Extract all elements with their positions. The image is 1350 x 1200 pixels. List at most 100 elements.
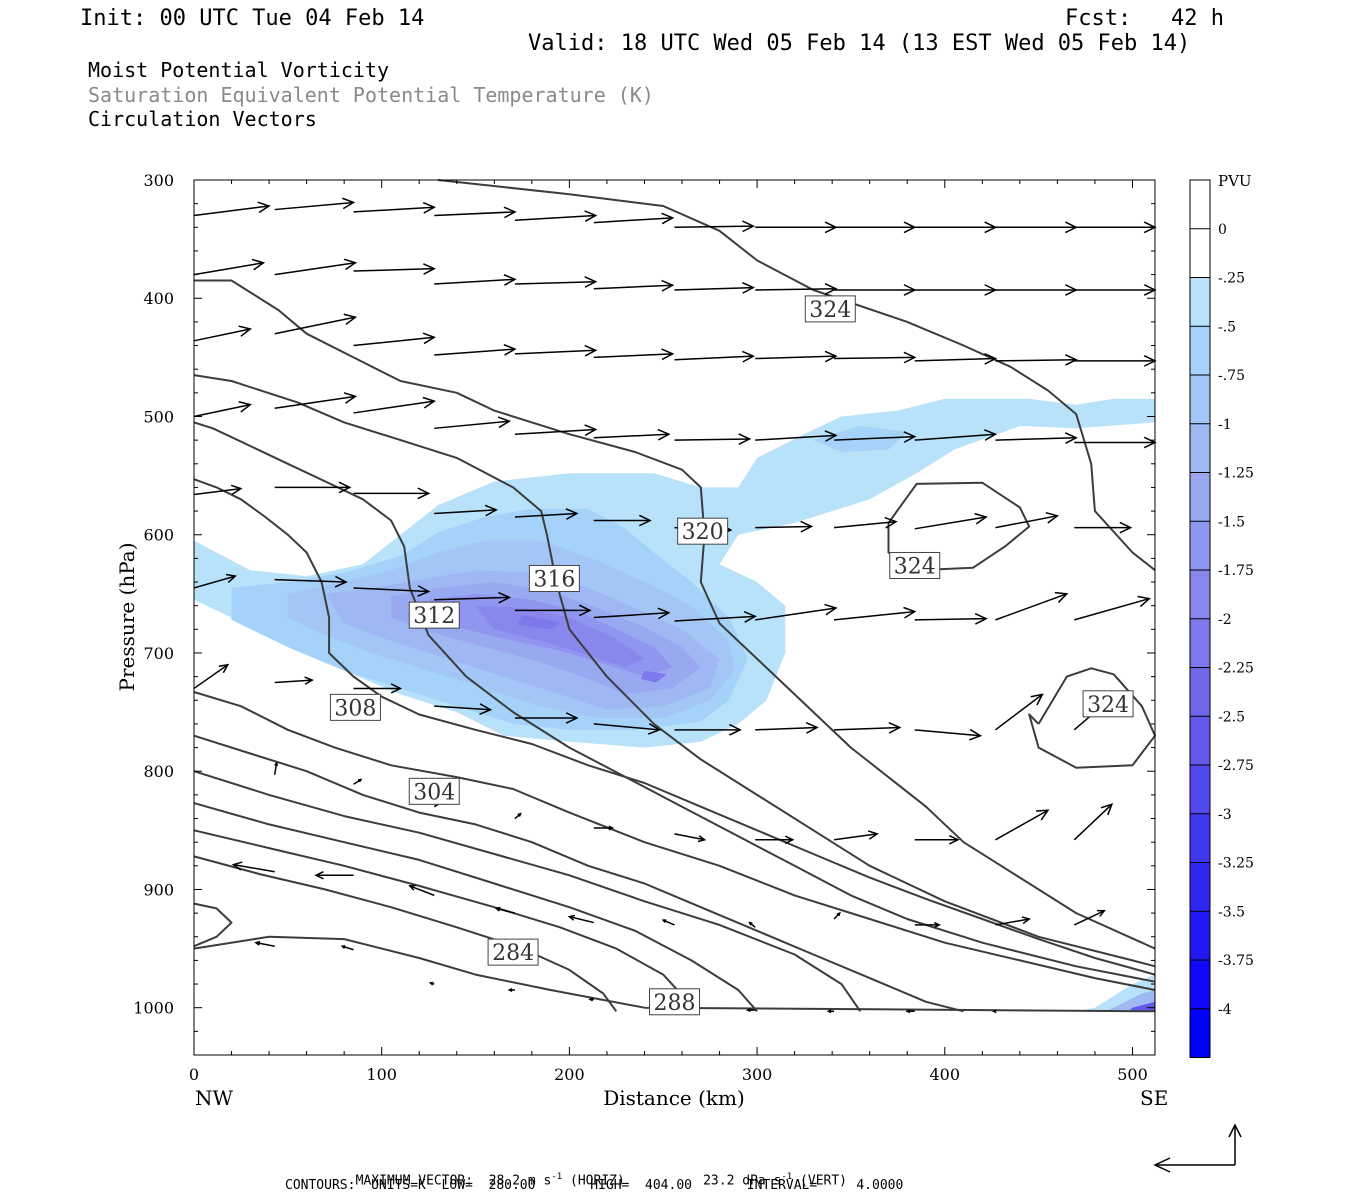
colorbar-swatch	[1190, 667, 1210, 717]
circulation-vector	[995, 511, 1060, 529]
colorbar-swatch	[1190, 570, 1210, 619]
contour-label: 324	[889, 551, 941, 579]
circulation-vector	[833, 911, 841, 920]
colorbar-label: -1	[1218, 417, 1232, 433]
colorbar-label: -1.25	[1218, 466, 1254, 482]
circulation-vector	[353, 396, 436, 414]
contour-label: 320	[677, 517, 729, 545]
circulation-vector	[514, 508, 579, 520]
y-tick-label: 1000	[133, 999, 174, 1018]
circulation-vector	[914, 352, 998, 365]
circulation-vector	[914, 921, 941, 928]
horiz-value: 28.2	[488, 1173, 521, 1189]
circulation-vector	[593, 825, 615, 831]
y-tick-label: 400	[143, 289, 174, 308]
svg-text:304: 304	[413, 780, 455, 805]
circulation-vector	[353, 332, 436, 347]
contour-label: 284	[487, 938, 539, 966]
svg-text:316: 316	[533, 567, 575, 592]
circulation-vector	[833, 606, 917, 621]
circulation-vector	[755, 221, 838, 234]
circulation-vector	[661, 919, 675, 926]
vert-unit-exponent: -1	[781, 1172, 793, 1182]
circulation-vector	[914, 284, 998, 296]
circulation-vector	[674, 220, 756, 233]
circulation-vector	[434, 274, 517, 286]
forecast-hour: Fcst: 42 h	[1065, 6, 1224, 31]
colorbar-swatch	[1190, 862, 1210, 912]
y-tick-label: 300	[143, 171, 174, 190]
circulation-vector	[273, 761, 279, 775]
theta-es-contour	[193, 770, 862, 1012]
colorbar-swatch	[1190, 960, 1210, 1009]
theta-es-contour	[193, 374, 1156, 968]
contour-label: 312	[408, 601, 460, 629]
colorbar-label: -1.75	[1218, 563, 1254, 579]
theta-es-contour	[437, 179, 1156, 571]
contours-info-line: CONTOURS: UNITS=K LOW= 280.00 HIGH= 404.…	[285, 1178, 904, 1193]
x-tick-label: 400	[930, 1065, 961, 1084]
x-tick-label: 100	[366, 1065, 397, 1084]
colorbar-label: -3.5	[1218, 904, 1245, 920]
circulation-vector	[567, 914, 594, 924]
circulation-vector	[1074, 521, 1133, 534]
circulation-vector	[274, 575, 348, 588]
colorbar-swatch	[1190, 911, 1210, 960]
circulation-vector	[593, 279, 675, 292]
circulation-vector	[514, 812, 522, 820]
circulation-vector	[833, 830, 879, 841]
circulation-vector	[674, 833, 707, 843]
circulation-vector	[755, 835, 795, 845]
pv-colorbar: 0 -.25 -.5 -.75 -1 -1.25 -1.5 -1.75 -2 -2.25 -2.5 -…	[1189, 179, 1254, 1058]
svg-text:324: 324	[894, 554, 936, 579]
theta-es-contour	[193, 855, 618, 1012]
x-tick-label: 500	[1117, 1065, 1148, 1084]
circulation-vector	[914, 728, 983, 741]
colorbar-swatch	[1190, 277, 1210, 327]
circulation-vector	[826, 1009, 835, 1014]
circulation-vector	[755, 350, 838, 363]
circulation-vector	[995, 916, 1031, 926]
colorbar-label: -2.5	[1218, 709, 1245, 725]
circulation-vector	[588, 997, 594, 1002]
valid-time: Valid: 18 UTC Wed 05 Feb 14 (13 EST Wed …	[528, 31, 1191, 56]
circulation-vector	[274, 392, 358, 409]
colorbar-label: -1.5	[1218, 514, 1245, 530]
circulation-vector	[193, 663, 230, 690]
colorbar-swatch	[1190, 813, 1210, 863]
colorbar-swatch	[1190, 1008, 1210, 1058]
circulation-vector	[274, 313, 358, 335]
field-title-theta-es: Saturation Equivalent Potential Temperat…	[88, 83, 654, 107]
circulation-vector	[434, 504, 498, 517]
circulation-vector	[1073, 803, 1114, 841]
svg-text:320: 320	[682, 520, 724, 545]
vert-kind: (VERT)	[800, 1173, 848, 1189]
circulation-vector	[674, 350, 756, 363]
x-axis: 0 100 200 300 400 500	[189, 180, 1148, 1084]
circulation-vector	[340, 945, 354, 951]
circulation-vector	[995, 432, 1078, 444]
circulation-vector	[755, 603, 838, 621]
colorbar-label: -3.75	[1218, 953, 1254, 969]
field-title-vectors: Circulation Vectors	[88, 107, 317, 131]
svg-text:308: 308	[334, 696, 376, 721]
circulation-vector	[193, 325, 252, 342]
circulation-vector	[914, 834, 960, 845]
circulation-vector	[274, 197, 356, 211]
circulation-vector	[514, 604, 592, 617]
circulation-vector	[193, 401, 252, 418]
circulation-vector	[507, 987, 515, 992]
circulation-vector	[995, 284, 1078, 296]
x-end-label-nw: NW	[195, 1086, 234, 1110]
circulation-vector	[494, 906, 516, 914]
circulation-vector	[995, 353, 1078, 366]
y-tick-label: 500	[143, 407, 174, 426]
theta-es-contour	[193, 902, 233, 948]
circulation-vector	[353, 585, 431, 597]
circulation-vector	[274, 676, 314, 685]
colorbar-swatch	[1190, 716, 1210, 765]
colorbar-label: -4	[1218, 1002, 1232, 1018]
circulation-vector	[434, 591, 512, 604]
colorbar-label: 0	[1218, 222, 1227, 238]
colorbar-swatch	[1190, 228, 1210, 278]
